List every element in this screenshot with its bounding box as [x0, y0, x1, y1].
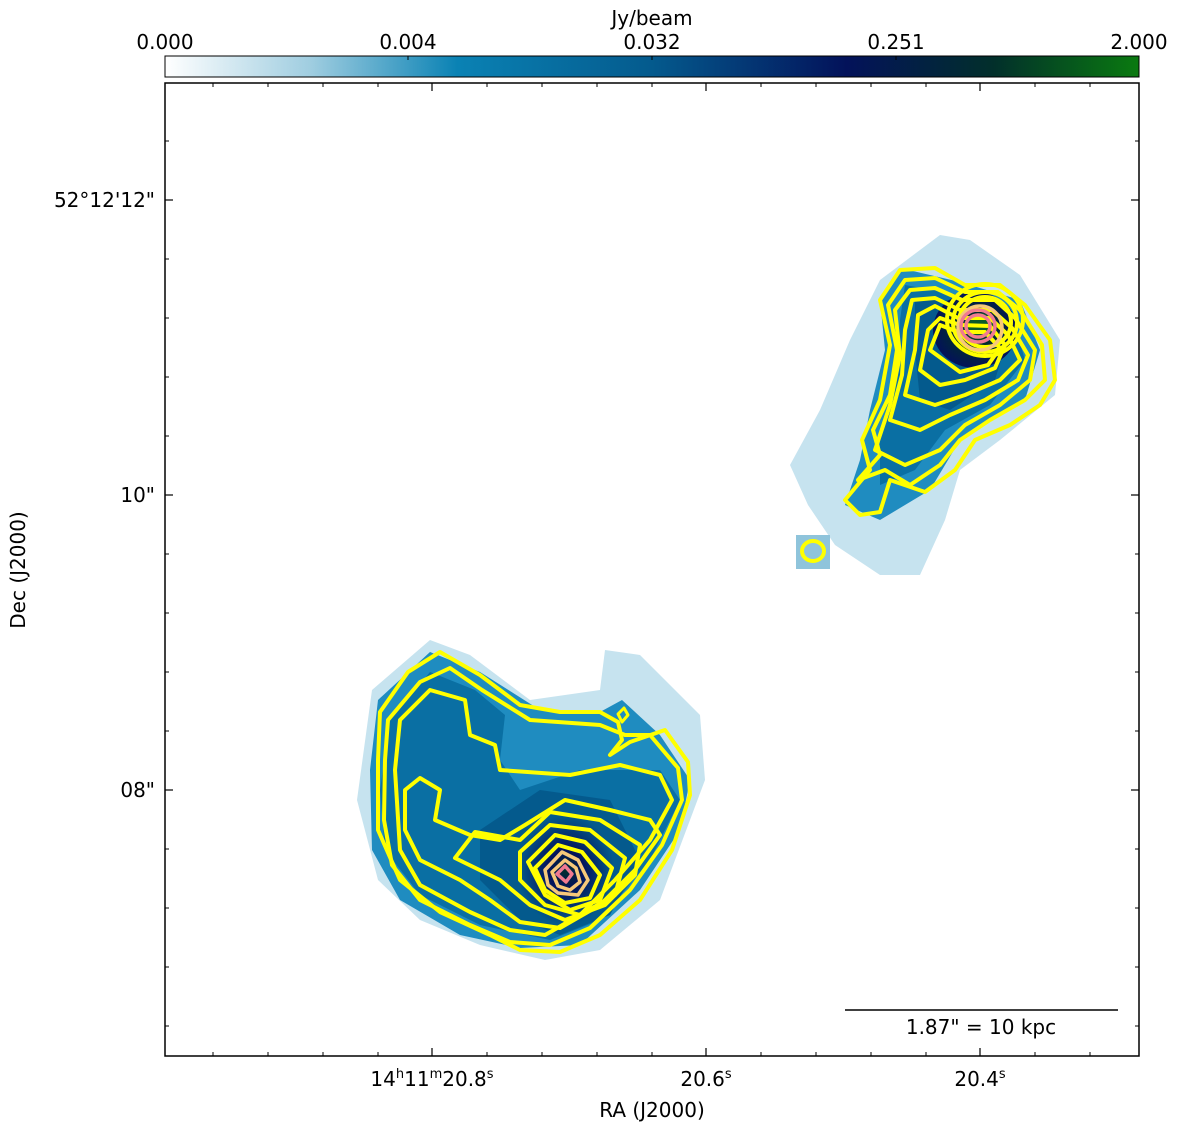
colorbar-tick-label: 0.004 — [379, 30, 436, 54]
colorbar-label: Jy/beam — [609, 6, 692, 30]
colorbar: Jy/beam 0.000 0.004 0.032 0.251 2.000 — [136, 6, 1168, 78]
x-tick-label: 20.4s — [954, 1067, 1006, 1091]
x-tick-label: 20.6s — [680, 1067, 732, 1091]
colorbar-tick-label: 0.032 — [623, 30, 680, 54]
y-axis: 52°12'12" 10" 08" Dec (J2000) — [6, 188, 155, 802]
plot-area: 1.87" = 10 kpc — [164, 82, 1140, 1057]
y-tick-label: 08" — [120, 778, 155, 802]
x-axis-label: RA (J2000) — [599, 1098, 705, 1122]
y-axis-label: Dec (J2000) — [6, 511, 30, 628]
scale-bar: 1.87" = 10 kpc — [845, 1009, 1118, 1039]
colorbar-tick-label: 0.251 — [867, 30, 924, 54]
y-tick-label: 10" — [120, 483, 155, 507]
lower-lobe-inner-contours — [543, 850, 590, 897]
colorbar-tick-label: 0.000 — [136, 30, 193, 54]
colorbar-tick-label: 2.000 — [1110, 30, 1167, 54]
lower-lobe-contours — [376, 650, 692, 954]
x-axis: 14h11m20.8s 20.6s 20.4s RA (J2000) — [370, 1067, 1005, 1122]
scale-bar-label: 1.87" = 10 kpc — [906, 1015, 1056, 1039]
x-tick-label: 14h11m20.8s — [370, 1067, 493, 1091]
y-tick-label: 52°12'12" — [54, 188, 155, 212]
upper-lobe-contours — [800, 266, 1057, 563]
upper-lobe-inner-contours — [956, 304, 1004, 352]
